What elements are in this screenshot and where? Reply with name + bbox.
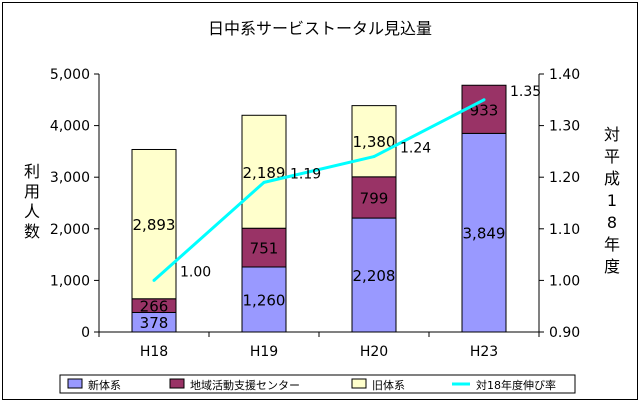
y2-tick-label: 1.10 [549,222,580,238]
legend-label: 旧体系 [372,378,405,392]
legend: 新体系 地域活動支援センター 旧体系 対18年度伸び率 [59,374,576,394]
y2-tick-label: 1.40 [549,67,580,83]
axis-title-char: 用 [24,182,40,201]
chart-title: 日中系サービストータル見込量 [208,19,432,38]
axis-title-char: 1 [607,191,617,210]
bar-value-label: 1,260 [243,291,286,309]
bar-value-label: 2,189 [243,164,286,182]
bar-segment [131,148,177,300]
growth-rate-label: 1.24 [400,141,431,157]
axis-title-char: 年 [604,235,620,254]
x-tick-label: H23 [470,344,498,360]
bar-value-label: 2,893 [133,216,176,234]
y2-tick-label: 1.20 [549,170,580,186]
x-tick-label: H20 [360,344,388,360]
bar-value-label: 1,380 [353,133,396,151]
legend-label: 対18年度伸び率 [476,378,556,392]
bar-segment [241,266,287,333]
bar-value-label: 3,849 [463,225,506,243]
bar-value-label: 933 [470,101,499,119]
axis-title-char: 平 [604,147,620,166]
growth-rate-point [152,278,156,282]
bar-value-label: 378 [140,314,169,332]
x-tick-label: H19 [250,344,278,360]
growth-rate-point [482,98,486,102]
y2-axis-title: 対平成 1 8 年度 [604,125,620,276]
axis-title-char: 人 [24,202,40,221]
axis-title-char: 度 [604,257,620,276]
chart-frame [2,2,638,400]
legend-box [59,374,576,394]
legend-label: 地域活動支援センター [190,378,300,392]
bar-segment [351,217,397,333]
y2-tick-label: 1.30 [549,119,580,135]
bar-segment [351,176,397,219]
growth-rate-point [372,155,376,159]
growth-rate-point [262,180,266,184]
y-tick-label: 1,000 [50,273,90,289]
bar-segment [461,84,507,134]
bar-segment [351,105,397,178]
legend-swatch [351,378,367,389]
bar-value-label: 2,208 [353,267,396,285]
y-tick-label: 5,000 [50,67,90,83]
y-tick-label: 3,000 [50,170,90,186]
growth-rate-label: 1.35 [510,84,541,100]
y-tick-label: 2,000 [50,222,90,238]
y2-tick-label: 1.00 [549,273,580,289]
legend-swatch [169,378,185,389]
growth-rate-label: 1.19 [290,166,321,182]
y-tick-label: 4,000 [50,119,90,135]
axis-title-char: 対 [604,125,620,144]
axis-title-char: 8 [607,213,617,232]
bar-segment [241,114,287,229]
legend-label: 新体系 [88,378,121,392]
growth-rate-line [153,98,485,282]
bar-value-label: 799 [360,189,389,207]
bar-value-label: 266 [140,298,169,316]
axis-title-char: 成 [604,169,620,188]
bar-value-label: 751 [250,240,279,258]
legend-swatch [67,378,83,389]
y-tick-label: 0 [81,325,90,341]
x-tick-label: H18 [140,344,168,360]
growth-rate-label: 1.00 [180,264,211,280]
axis-title-char: 数 [24,222,40,241]
axis-title-char: 利 [24,162,40,181]
y2-tick-label: 0.90 [549,325,580,341]
